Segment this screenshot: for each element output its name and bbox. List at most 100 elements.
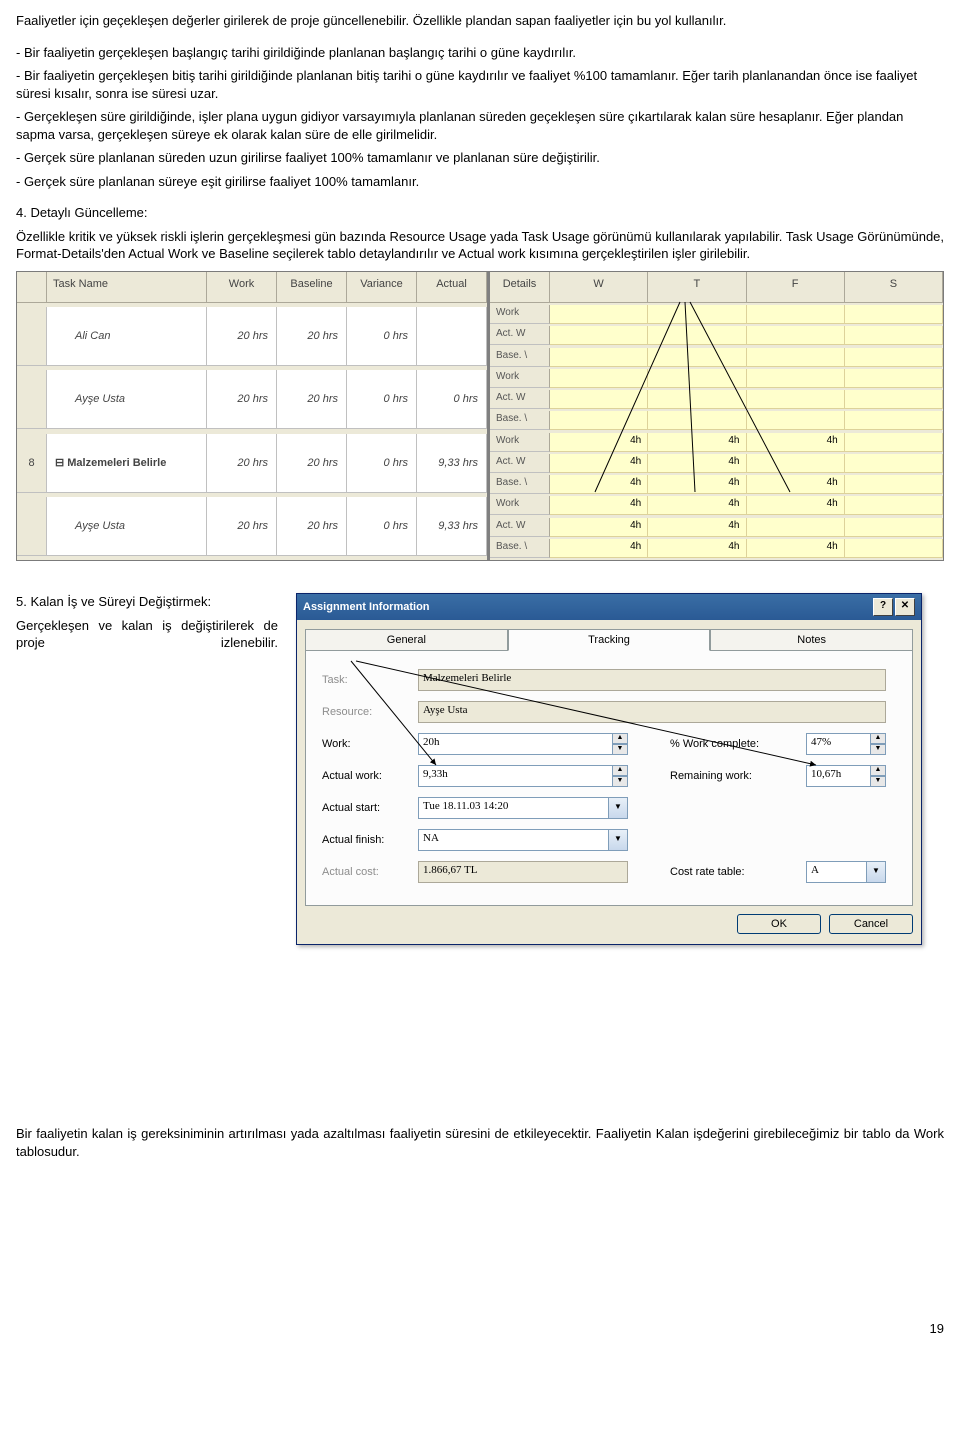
timephased-cell[interactable]: 4h <box>747 433 845 452</box>
tu-cell[interactable] <box>417 307 487 366</box>
timephased-cell[interactable] <box>845 326 943 345</box>
timephased-cell[interactable] <box>550 369 648 388</box>
timephased-cell[interactable]: 4h <box>550 433 648 452</box>
timephased-cell[interactable] <box>550 348 648 367</box>
timephased-cell[interactable] <box>648 326 746 345</box>
tu-cell[interactable]: 9,33 hrs <box>417 497 487 556</box>
timephased-cell[interactable]: 4h <box>550 539 648 558</box>
pctwork-spinner[interactable]: ▲▼ <box>871 733 886 755</box>
task-name-cell[interactable]: Ayşe Usta <box>47 370 207 429</box>
label-pctwork: % Work complete: <box>670 738 800 750</box>
dialog-titlebar[interactable]: Assignment Information ? ✕ <box>297 594 921 620</box>
actualfinish-field[interactable]: NA <box>418 829 609 851</box>
timephased-cell[interactable] <box>550 326 648 345</box>
pctwork-field[interactable]: 47% <box>806 733 871 755</box>
tu-cell[interactable] <box>17 497 47 556</box>
timephased-cell[interactable]: 4h <box>648 454 746 473</box>
actualwork-field[interactable]: 9,33h <box>418 765 613 787</box>
tu-cell[interactable]: 0 hrs <box>347 497 417 556</box>
task-name-cell[interactable]: Ali Can <box>47 307 207 366</box>
tu-cell[interactable]: 9,33 hrs <box>417 434 487 493</box>
tu-cell[interactable]: 20 hrs <box>207 370 277 429</box>
timephased-cell[interactable] <box>747 348 845 367</box>
tab-tracking[interactable]: Tracking <box>508 629 711 651</box>
timephased-cell[interactable] <box>845 348 943 367</box>
actualwork-spinner[interactable]: ▲▼ <box>613 765 628 787</box>
costrate-field[interactable]: A <box>806 861 867 883</box>
tu-cell[interactable]: 20 hrs <box>207 434 277 493</box>
timephased-cell[interactable]: 4h <box>747 539 845 558</box>
task-name-cell[interactable]: ⊟ Malzemeleri Belirle <box>47 434 207 493</box>
section5-body: Gerçekleşen ve kalan iş değiştirilerek d… <box>16 617 278 652</box>
timephased-cell[interactable] <box>648 348 746 367</box>
timephased-cell[interactable]: 4h <box>648 475 746 494</box>
timephased-cell[interactable]: 4h <box>550 496 648 515</box>
tab-notes[interactable]: Notes <box>710 629 913 651</box>
timephased-cell[interactable] <box>550 390 648 409</box>
timephased-cell[interactable]: 4h <box>648 539 746 558</box>
timephased-cell[interactable]: 4h <box>747 475 845 494</box>
timephased-cell[interactable] <box>747 411 845 430</box>
cancel-button[interactable]: Cancel <box>829 914 913 934</box>
tu-cell[interactable]: 20 hrs <box>207 497 277 556</box>
work-field[interactable]: 20h <box>418 733 613 755</box>
timephased-cell[interactable] <box>747 518 845 537</box>
timephased-cell[interactable]: 4h <box>550 475 648 494</box>
timephased-cell[interactable] <box>747 454 845 473</box>
tu-cell[interactable]: 0 hrs <box>347 370 417 429</box>
timephased-cell[interactable] <box>648 390 746 409</box>
timephased-cell[interactable] <box>845 390 943 409</box>
timephased-cell[interactable] <box>648 369 746 388</box>
paragraph-6: - Gerçek süre planlanan süreye eşit giri… <box>16 173 944 191</box>
actualstart-field[interactable]: Tue 18.11.03 14:20 <box>418 797 609 819</box>
timephased-cell[interactable] <box>747 305 845 324</box>
tu-cell[interactable]: 0 hrs <box>347 307 417 366</box>
remwork-field[interactable]: 10,67h <box>806 765 871 787</box>
costrate-dropdown[interactable]: ▼ <box>867 861 886 883</box>
ok-button[interactable]: OK <box>737 914 821 934</box>
timephased-cell[interactable]: 4h <box>550 518 648 537</box>
tu-cell[interactable] <box>17 307 47 366</box>
tu-cell[interactable]: 0 hrs <box>347 434 417 493</box>
timephased-cell[interactable] <box>845 475 943 494</box>
section4-title: 4. Detaylı Güncelleme: <box>16 204 944 222</box>
timephased-cell[interactable] <box>747 369 845 388</box>
tu-cell[interactable] <box>17 370 47 429</box>
tu-cell[interactable]: 8 <box>17 434 47 493</box>
actualfinish-dropdown[interactable]: ▼ <box>609 829 628 851</box>
timephased-cell[interactable]: 4h <box>550 454 648 473</box>
tu-cell[interactable]: 20 hrs <box>277 307 347 366</box>
timephased-cell[interactable]: 4h <box>747 496 845 515</box>
tu-cell[interactable]: 20 hrs <box>277 497 347 556</box>
timephased-cell[interactable] <box>845 433 943 452</box>
detail-label: Base. \ <box>490 475 550 494</box>
timephased-cell[interactable]: 4h <box>648 518 746 537</box>
timephased-cell[interactable] <box>747 326 845 345</box>
tu-cell[interactable]: 20 hrs <box>277 370 347 429</box>
timephased-cell[interactable] <box>845 369 943 388</box>
remwork-spinner[interactable]: ▲▼ <box>871 765 886 787</box>
task-name-cell[interactable]: Ayşe Usta <box>47 497 207 556</box>
work-spinner[interactable]: ▲▼ <box>613 733 628 755</box>
timephased-cell[interactable] <box>845 454 943 473</box>
timephased-cell[interactable] <box>845 411 943 430</box>
tab-general[interactable]: General <box>305 629 508 651</box>
timephased-cell[interactable] <box>747 390 845 409</box>
actualstart-dropdown[interactable]: ▼ <box>609 797 628 819</box>
timephased-cell[interactable] <box>550 305 648 324</box>
timephased-cell[interactable] <box>550 411 648 430</box>
timephased-cell[interactable] <box>648 411 746 430</box>
timephased-cell[interactable]: 4h <box>648 433 746 452</box>
timephased-cell[interactable] <box>845 518 943 537</box>
close-button[interactable]: ✕ <box>895 598 915 616</box>
resource-field: Ayşe Usta <box>418 701 886 723</box>
timephased-cell[interactable] <box>845 305 943 324</box>
tu-cell[interactable]: 20 hrs <box>207 307 277 366</box>
help-button[interactable]: ? <box>873 598 893 616</box>
timephased-cell[interactable] <box>648 305 746 324</box>
timephased-cell[interactable]: 4h <box>648 496 746 515</box>
timephased-cell[interactable] <box>845 539 943 558</box>
timephased-cell[interactable] <box>845 496 943 515</box>
tu-cell[interactable]: 0 hrs <box>417 370 487 429</box>
tu-cell[interactable]: 20 hrs <box>277 434 347 493</box>
